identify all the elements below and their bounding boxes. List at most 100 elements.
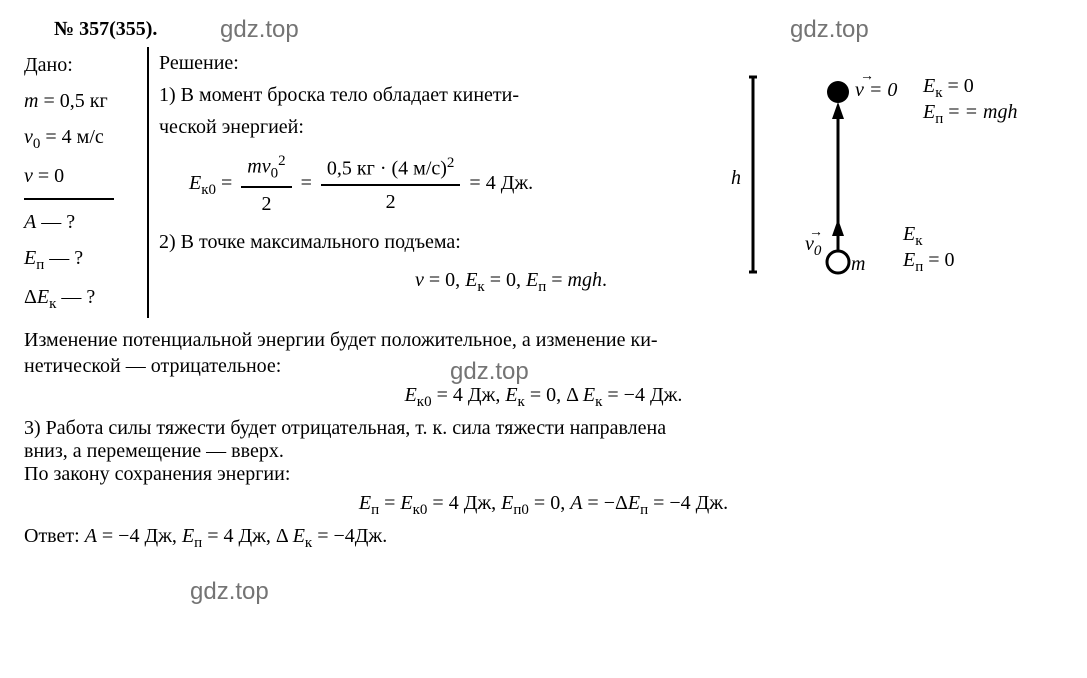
eq3-c-base: E <box>583 384 595 406</box>
eq3-a-base: E <box>405 384 417 406</box>
eq1-eq-a: = <box>216 172 237 194</box>
eq1-f2-num: 0,5 кг · (4 м/с) <box>327 157 447 179</box>
eq3-b-sub: к <box>518 394 525 410</box>
paragraph-3a: Изменение потенциальной энергии будет по… <box>24 326 1063 355</box>
equation-4: Eп = Eк0 = 4 Дж, Eп0 = 0, A = −ΔEп = −4 … <box>24 492 1063 519</box>
eq3-c-rest: = −4 Дж. <box>602 384 682 406</box>
ans-b-sub: п <box>194 535 202 551</box>
eq4-c-rest: = 0, <box>529 492 570 514</box>
answer-line: Ответ: A = −4 Дж, Eп = 4 Дж, Δ Eк = −4Дж… <box>24 525 1063 552</box>
given-v: v = 0 <box>24 158 139 194</box>
var-Ep-base: E <box>24 247 36 269</box>
given-separator <box>24 198 114 200</box>
solution-header: Решение: <box>159 47 743 79</box>
eq1-lhs-sub: к0 <box>201 182 216 198</box>
diagram-top-Ep-base: E <box>923 101 935 123</box>
equation-3: Eк0 = 4 Дж, Eк = 0, Δ Eк = −4 Дж. <box>24 384 1063 411</box>
diagram-top-Ek-sub: к <box>935 85 942 101</box>
eq1-frac2: 0,5 кг · (4 м/с)2 2 <box>321 151 461 219</box>
eq1-f1-num-a: m <box>247 156 261 178</box>
diagram-v0-sub: 0 <box>814 243 822 259</box>
eq1-frac1: mv02 2 <box>241 149 291 220</box>
ans-c-rest: = −4Дж. <box>312 525 387 547</box>
eq1-eq-b: = <box>301 172 317 194</box>
solution-p1b: ческой энергией: <box>159 111 743 143</box>
diagram-v0-label: v0 <box>805 233 821 260</box>
eq4-d-sub: п <box>640 502 648 518</box>
watermark: gdz.top <box>450 358 529 386</box>
diagram-top-Ek-base: E <box>923 75 935 97</box>
diagram-bot-Ek-sub: к <box>915 233 922 249</box>
diagram-top-v-base: v <box>855 79 864 101</box>
eq2-a-rest: = 0, <box>424 269 465 291</box>
answer-label: Ответ: <box>24 525 85 547</box>
eq4-c-base: E <box>501 492 513 514</box>
given-m: m = 0,5 кг <box>24 83 139 119</box>
eq4-a-sub: п <box>371 502 379 518</box>
q-A: — ? <box>36 211 75 233</box>
diagram-top-Ep-rest: = mgh <box>965 101 1018 123</box>
eq1-f2-num-sup: 2 <box>447 155 455 171</box>
ans-a-lhs: A <box>85 525 97 547</box>
given-header: Дано: <box>24 47 139 83</box>
eq2-c-rhs: mgh <box>568 269 602 291</box>
eq4-c-sub: п0 <box>513 502 529 518</box>
diagram: h → v0 m → v = 0 Eк = 0 Eп = = mgh Eк Eп… <box>743 47 1063 287</box>
solution-p1: 1) В момент броска тело обладает кинети- <box>159 79 743 111</box>
unknown-A: A — ? <box>24 204 139 240</box>
eq4-b-sub: к0 <box>413 502 428 518</box>
eq4-d-lhs: A <box>570 492 582 514</box>
watermark: gdz.top <box>190 578 269 606</box>
given-column: Дано: m = 0,5 кг v0 = 4 м/с v = 0 A — ? … <box>24 47 149 318</box>
ans-b-base: E <box>182 525 194 547</box>
eq1-result: = 4 Дж. <box>469 172 533 194</box>
diagram-top-v-rest: = 0 <box>864 79 898 101</box>
val-v: = 0 <box>33 165 64 187</box>
eq4-d-eq: = −Δ <box>582 492 627 514</box>
var-m: m <box>24 90 38 112</box>
eq3-b-rest: = 0, Δ <box>525 384 578 406</box>
var-v0-base: v <box>24 126 33 148</box>
paragraph-4b: вниз, а перемещение — вверх. <box>24 440 1063 463</box>
var-v: v <box>24 165 33 187</box>
equation-2: v = 0, Eк = 0, Eп = mgh. <box>159 264 743 299</box>
eq2-c-base: E <box>526 269 538 291</box>
var-dEk-base: E <box>37 286 49 308</box>
eq3-a-rest: = 4 Дж, <box>432 384 506 406</box>
diagram-bot-Ep-rest: = 0 <box>923 249 954 271</box>
diagram-top-Ek: Eк = 0 <box>923 75 974 102</box>
q-dEk: — ? <box>56 286 95 308</box>
eq1-f1-den: 2 <box>241 188 291 220</box>
top-section: Дано: m = 0,5 кг v0 = 4 м/с v = 0 A — ? … <box>24 47 1063 318</box>
watermark: gdz.top <box>790 16 869 44</box>
eq2-c-dot: . <box>602 269 607 291</box>
eq2-b-rest: = 0, <box>485 269 526 291</box>
delta: Δ <box>24 286 37 308</box>
val-m: = 0,5 кг <box>38 90 107 112</box>
diagram-top-Ep-eq: = <box>943 101 964 123</box>
val-v0: = 4 м/с <box>40 126 103 148</box>
eq3-a-sub: к0 <box>417 394 432 410</box>
eq4-a-base: E <box>359 492 371 514</box>
diagram-bot-Ep-base: E <box>903 249 915 271</box>
solution-column: Решение: 1) В момент броска тело обладае… <box>149 47 743 305</box>
paragraph-4a: 3) Работа силы тяжести будет отрицательн… <box>24 417 1063 440</box>
problem-number: № 357(355). <box>54 18 1063 41</box>
eq2-b-sub: к <box>477 279 484 295</box>
unknown-dEk: ΔEк — ? <box>24 279 139 318</box>
eq4-b-base: E <box>400 492 412 514</box>
eq1-lhs-base: E <box>189 172 201 194</box>
diagram-bot-Ek: Eк <box>903 223 923 250</box>
eq2-a-var: v <box>415 269 424 291</box>
ans-a-rest: = −4 Дж, <box>97 525 182 547</box>
diagram-bot-Ek-base: E <box>903 223 915 245</box>
given-v0: v0 = 4 м/с <box>24 119 139 158</box>
eq1-f1-num-b-sup: 2 <box>278 153 286 169</box>
eq1-f2-den: 2 <box>321 186 461 218</box>
eq4-d-rest: = −4 Дж. <box>648 492 728 514</box>
paragraph-5: По закону сохранения энергии: <box>24 463 1063 486</box>
eq2-b-base: E <box>465 269 477 291</box>
watermark: gdz.top <box>220 16 299 44</box>
diagram-v0-base: v <box>805 233 814 255</box>
unknown-Ep: Eп — ? <box>24 240 139 279</box>
